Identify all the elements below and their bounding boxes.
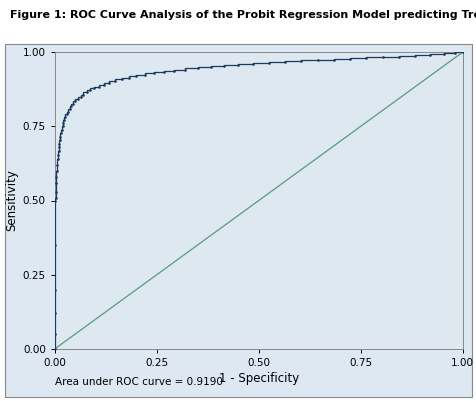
Point: [52, 180, 60, 186]
Point: [362, 55, 369, 61]
Point: [57, 130, 65, 137]
Point: [51, 346, 59, 352]
Point: [95, 83, 102, 90]
Point: [125, 75, 132, 81]
Point: [411, 53, 418, 59]
Point: [55, 148, 62, 154]
Point: [60, 120, 67, 127]
Point: [55, 140, 63, 147]
Point: [63, 111, 70, 117]
Point: [52, 188, 60, 195]
Point: [51, 286, 59, 293]
Point: [77, 93, 84, 100]
Point: [150, 70, 158, 77]
Point: [280, 59, 288, 65]
Point: [51, 331, 59, 337]
Point: [378, 54, 386, 61]
Point: [64, 109, 71, 115]
Point: [170, 68, 178, 74]
Point: [83, 89, 90, 96]
Point: [58, 127, 66, 133]
Point: [56, 134, 64, 140]
Text: Area under ROC curve = 0.9190: Area under ROC curve = 0.9190: [55, 377, 222, 387]
Point: [159, 69, 167, 75]
Point: [395, 53, 402, 60]
Point: [440, 51, 447, 57]
Point: [55, 144, 63, 150]
Text: Figure 1: ROC Curve Analysis of the Probit Regression Model predicting Treatment: Figure 1: ROC Curve Analysis of the Prob…: [10, 10, 476, 20]
Point: [51, 310, 59, 316]
Point: [52, 174, 60, 180]
Point: [67, 103, 75, 109]
Point: [79, 91, 87, 98]
Point: [329, 56, 337, 63]
Point: [61, 114, 69, 121]
Point: [426, 52, 433, 58]
Point: [71, 98, 79, 105]
Point: [59, 123, 66, 130]
Point: [132, 73, 140, 80]
Point: [220, 63, 228, 69]
Point: [53, 168, 60, 174]
Point: [249, 61, 257, 67]
Point: [56, 137, 63, 144]
Point: [66, 106, 73, 112]
Point: [450, 50, 457, 56]
Point: [51, 197, 59, 204]
Point: [207, 64, 214, 71]
X-axis label: 1 - Specificity: 1 - Specificity: [218, 372, 298, 385]
Point: [105, 80, 113, 86]
Point: [313, 57, 321, 64]
Point: [265, 60, 272, 66]
Point: [193, 65, 201, 72]
Point: [118, 76, 125, 83]
Point: [86, 87, 94, 93]
Point: [74, 96, 81, 102]
Point: [90, 85, 98, 91]
Point: [51, 242, 59, 248]
Point: [60, 117, 68, 124]
Point: [69, 101, 77, 107]
Point: [181, 67, 189, 73]
Point: [54, 151, 62, 158]
Point: [54, 156, 61, 162]
Point: [141, 72, 149, 78]
Point: [100, 81, 108, 88]
Point: [53, 162, 61, 168]
Point: [111, 78, 119, 85]
Point: [346, 56, 353, 62]
Y-axis label: Sensitivity: Sensitivity: [6, 170, 19, 231]
Point: [52, 194, 60, 201]
Point: [458, 49, 466, 55]
Point: [297, 58, 304, 65]
Point: [234, 62, 242, 68]
